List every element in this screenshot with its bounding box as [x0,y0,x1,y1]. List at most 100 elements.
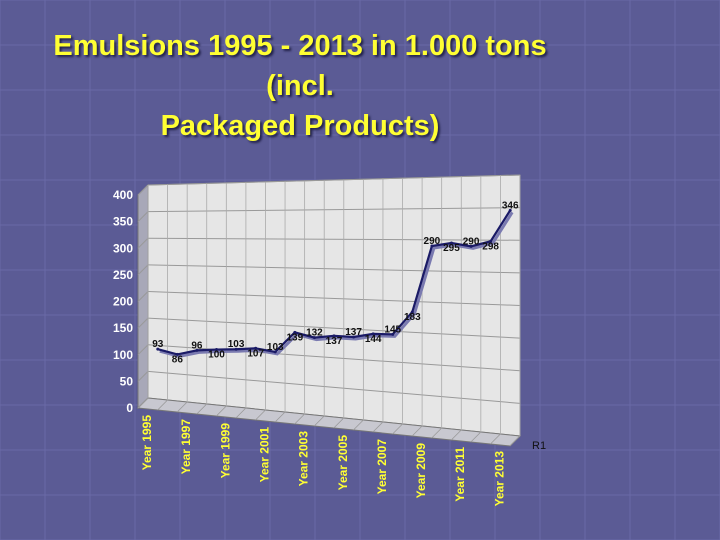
gridline-side [137,211,149,222]
data-label: 290 [424,236,441,247]
gridline-floor [255,409,266,421]
x-tick-label: Year 1997 [179,419,193,475]
gridline-horizontal [147,264,521,274]
y-tick-label: 200 [113,295,133,309]
gridline-floor [450,429,462,441]
data-label: 103 [267,342,284,353]
data-point [489,239,493,243]
data-label: 183 [404,312,421,323]
gridline-floor [490,433,501,445]
y-tick-label: 50 [120,374,134,388]
gridline-floor [353,419,364,431]
data-point [293,330,297,334]
gridline-horizontal [147,370,521,404]
data-point [371,332,375,336]
gridline-floor [274,411,286,423]
gridline-horizontal [147,207,521,213]
x-tick-label: Year 2007 [375,439,389,495]
gridline-horizontal [147,237,521,241]
data-point [391,332,395,336]
x-tick-label: Year 2001 [257,427,271,483]
y-tick-label: 100 [113,348,133,362]
y-tick-label: 150 [113,321,133,335]
data-label: 137 [326,336,343,347]
gridline-horizontal [147,317,521,339]
x-tick-label: Year 2013 [492,451,506,507]
data-label: 132 [306,328,323,339]
data-label: 96 [191,340,203,351]
data-point [332,334,336,338]
gridline-floor [509,435,521,447]
gridline-floor [411,425,423,437]
title-line-2: Packaged Products) [160,110,440,142]
gridline-floor [137,397,149,409]
data-point [430,244,434,248]
x-tick-label: Year 1999 [218,423,232,479]
data-point [312,336,316,340]
gridline-floor [294,413,305,425]
chart-back-wall [147,174,521,437]
x-tick-label: Year 2005 [336,435,350,491]
data-point [410,310,414,314]
data-point [254,346,258,350]
data-label: 137 [345,327,362,338]
data-point [156,347,160,351]
gridline-side [137,184,149,196]
data-point [175,352,179,356]
data-label: 86 [172,354,184,365]
chart-title: Emulsions 1995 - 2013 in 1.000 tons (inc… [20,26,580,146]
gridline-floor [431,427,442,439]
data-point [273,350,277,354]
gridline-horizontal [147,174,521,186]
legend-series-name: R1 [532,440,546,452]
gridline-side [137,317,149,329]
data-label: 295 [443,243,460,254]
data-label: 290 [463,236,480,247]
data-point [469,244,473,248]
y-tick-label: 300 [113,241,133,255]
y-tick-label: 350 [113,215,133,229]
x-tick-label: Year 1995 [140,415,154,471]
gridline-floor [157,399,168,411]
series-line-shadow [159,211,514,358]
x-tick-label: Year 2003 [297,431,311,487]
gridline-floor [235,407,247,419]
gridline-side [137,237,149,249]
data-label: 100 [208,350,225,361]
y-tick-label: 400 [113,188,133,202]
data-label: 145 [384,324,401,335]
y-tick-label: 0 [126,401,133,415]
data-label: 144 [365,334,382,345]
data-point [195,348,199,352]
gridline-floor [216,405,227,417]
data-label: 346 [502,200,519,211]
gridline-side [137,344,149,356]
gridline-floor [196,403,208,415]
data-label: 298 [482,241,499,252]
gridline-floor [470,431,482,443]
gridline-floor [313,415,325,427]
data-label: 93 [152,339,164,350]
gridline-side [137,264,149,276]
x-tick-label: Year 2011 [453,447,467,502]
gridline-horizontal [147,291,521,306]
gridline-side [137,291,149,302]
gridline-floor [333,417,345,429]
data-point [352,335,356,339]
data-label: 139 [286,332,303,343]
gridline-side [137,371,149,382]
data-point [234,347,238,351]
data-point [215,348,219,352]
gridline-floor [372,421,384,433]
gridline-floor [176,401,188,413]
data-label: 107 [247,348,264,359]
data-point [508,208,512,212]
data-label: 103 [228,339,245,350]
data-point [449,241,453,245]
gridline-floor [392,423,403,435]
title-line-1: Emulsions 1995 - 2013 in 1.000 tons (inc… [53,30,547,102]
x-tick-label: Year 2009 [414,443,428,499]
y-tick-label: 250 [113,268,133,282]
